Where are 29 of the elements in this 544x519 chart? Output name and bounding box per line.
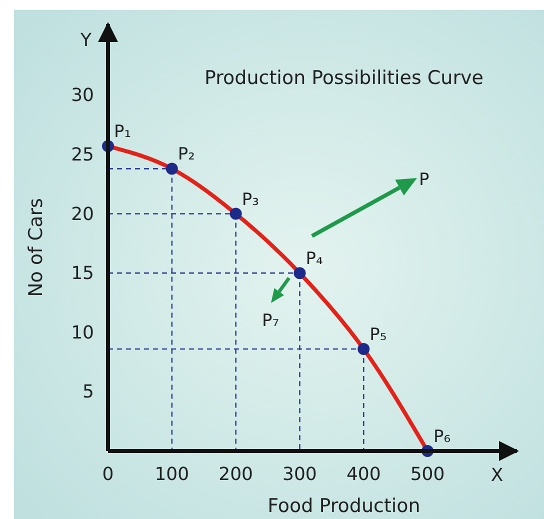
data-label: P₁ xyxy=(114,122,132,142)
y-axis-title: No of Cars xyxy=(25,198,47,297)
x-tick-label: 100 xyxy=(154,464,190,485)
annotation: P xyxy=(419,170,430,190)
y-tick-label: 25 xyxy=(71,144,94,166)
y-tick-label: 5 xyxy=(82,382,94,403)
y-tick-label: 15 xyxy=(71,263,94,284)
x-tick-label: 400 xyxy=(346,464,381,485)
point xyxy=(294,267,306,280)
x-tick-label: 0 xyxy=(102,464,114,485)
x-tick-label: 300 xyxy=(282,464,317,485)
data-label: P₅ xyxy=(370,324,387,345)
point xyxy=(358,342,370,355)
x-tick-label: 200 xyxy=(218,464,253,485)
text: X xyxy=(490,465,504,486)
data-label: P₄ xyxy=(306,249,323,270)
text: Y xyxy=(80,30,92,51)
x-tick-label: 500 xyxy=(410,464,445,485)
data-label: P₃ xyxy=(242,190,259,210)
y-tick-label: 30 xyxy=(71,85,94,106)
text: Production Possibilities Curve xyxy=(204,67,484,89)
data-label: P₂ xyxy=(178,144,195,165)
x-axis-title: Food Production xyxy=(268,495,420,517)
point xyxy=(230,208,242,220)
annotation: P₇ xyxy=(262,311,280,331)
y-tick-label: 20 xyxy=(71,204,94,225)
point xyxy=(166,162,178,175)
y-tick-label: 10 xyxy=(71,322,94,344)
data-label: P₆ xyxy=(434,427,451,447)
